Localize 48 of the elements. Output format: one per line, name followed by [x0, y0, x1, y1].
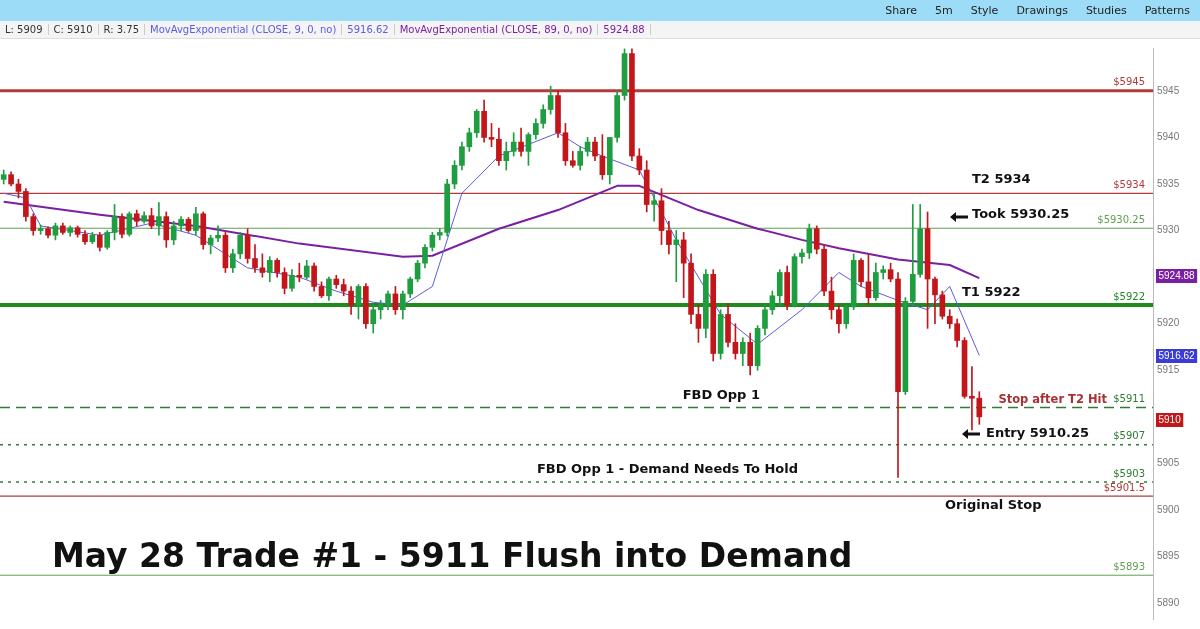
text: 5m	[935, 4, 953, 17]
annotation: T2 5934	[972, 170, 1031, 186]
text: Share	[885, 4, 918, 17]
candlestick	[651, 192, 657, 222]
ref-line-label: $5930.25	[1097, 213, 1145, 225]
y-tick-label: 5930	[1157, 224, 1180, 236]
y-tick-label: 5905	[1157, 457, 1180, 469]
text: Style	[970, 4, 999, 17]
y-tick-label: 5915	[1157, 364, 1180, 376]
y-tick-label: 5945	[1157, 84, 1180, 96]
ref-line-label: $5945	[1113, 76, 1145, 88]
annotation: Entry 5910.25	[986, 425, 1089, 441]
text: Studies	[1085, 4, 1127, 17]
candlestick	[799, 248, 805, 264]
y-tick-label: 5935	[1157, 177, 1180, 189]
text: L: 5909	[0, 24, 49, 35]
ref-line-label: $5934	[1113, 178, 1145, 190]
annotation: T1 5922	[962, 284, 1021, 300]
ref-line-label: $5911	[1113, 393, 1145, 405]
text: 5910	[1158, 413, 1182, 425]
y-tick-label: 5940	[1157, 131, 1180, 143]
ref-line-label: $5903	[1113, 467, 1145, 479]
y-tick-label: 5895	[1157, 550, 1180, 562]
text: May 28 Trade #1 - 5911 Flush into Demand	[52, 535, 853, 575]
annotation: Took 5930.25	[972, 205, 1070, 221]
candlestick	[215, 225, 221, 243]
annotation: FBD Opp 1 - Demand Needs To Hold	[536, 461, 798, 477]
annotation: FBD Opp 1	[682, 386, 760, 402]
candlestick	[673, 230, 680, 283]
y-tick-label: 5920	[1157, 317, 1180, 329]
y-tick-label: 5890	[1157, 596, 1180, 608]
text: Patterns	[1144, 4, 1190, 17]
annotation: Original Stop	[945, 497, 1042, 513]
text: 5924.88	[598, 24, 651, 35]
ref-line-label: $5922	[1113, 290, 1145, 302]
text: MovAvgExponential (CLOSE, 89, 0, no)	[394, 24, 599, 35]
ref-line-label: $5893	[1113, 560, 1145, 572]
ref-line-label: $5907	[1113, 430, 1145, 442]
text: Drawings	[1016, 4, 1068, 17]
text: 5924.88	[1158, 269, 1196, 281]
text: 5916.62	[1158, 349, 1196, 361]
text: 5916.62	[342, 24, 395, 35]
text: R: 3.75	[98, 24, 146, 35]
text: MovAvgExponential (CLOSE, 9, 0, no)	[145, 24, 343, 35]
text: C: 5910	[48, 24, 99, 35]
annotation: Stop after T2 Hit	[998, 391, 1108, 406]
ref-line-label: $5901.5	[1103, 481, 1145, 493]
y-tick-label: 5900	[1157, 503, 1180, 515]
